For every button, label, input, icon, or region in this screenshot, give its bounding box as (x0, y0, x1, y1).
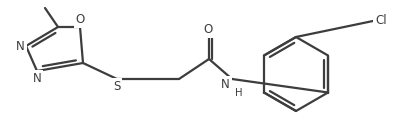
Text: O: O (75, 13, 84, 26)
Text: N: N (16, 39, 25, 52)
Text: Cl: Cl (375, 14, 387, 28)
Text: S: S (113, 80, 121, 93)
Text: N: N (33, 72, 41, 85)
Text: N: N (221, 78, 230, 91)
Text: O: O (203, 23, 213, 36)
Text: H: H (235, 88, 242, 98)
